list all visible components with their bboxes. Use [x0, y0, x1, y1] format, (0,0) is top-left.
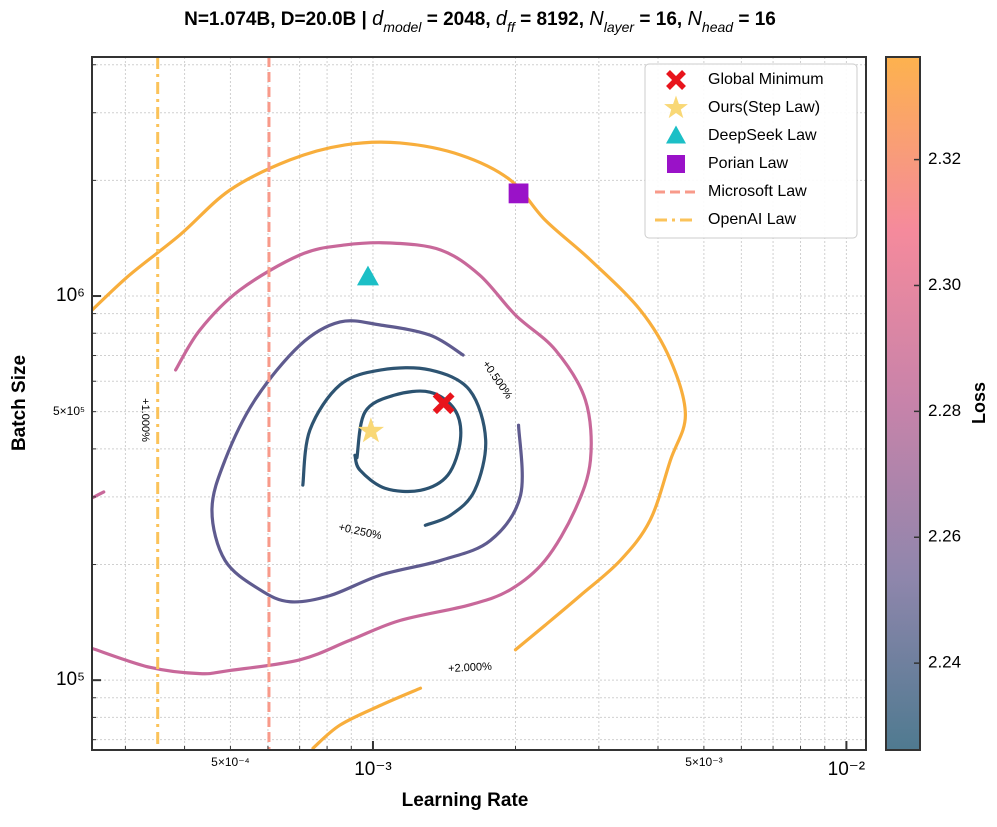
- plot-area: +1.000% +0.500% +0.250% +2.000%: [92, 57, 687, 750]
- title-part: d: [372, 8, 384, 30]
- marker-star: [664, 95, 688, 119]
- title-part: layer: [604, 19, 636, 35]
- contour-line: [92, 140, 687, 750]
- y-tick-label: 5×10⁵: [53, 404, 85, 418]
- legend-box: [644, 63, 858, 239]
- legend-label: Porian Law: [708, 155, 788, 172]
- colorbar-label: Loss: [969, 382, 989, 424]
- y-axis-label: Batch Size: [9, 355, 30, 451]
- legend: Global Minimum Ours(Step Law) DeepSeek Law…: [644, 63, 858, 239]
- marker-triangle: [666, 125, 686, 144]
- legend-label: OpenAI Law: [708, 211, 797, 228]
- x-tick-label: 10⁻²: [828, 759, 866, 780]
- contour-line: [210, 319, 524, 604]
- colorbar-tick-label: 2.32: [928, 149, 961, 168]
- x-tick-label: 5×10⁻³: [685, 755, 722, 769]
- title-part: N=1.074B, D=20.0B |: [184, 9, 372, 30]
- x-axis-label: Learning Rate: [402, 790, 529, 811]
- y-tick-label: 10⁶: [56, 285, 85, 306]
- colorbar: Loss 2.24 2.26 2.28 2.30 2.32: [885, 56, 989, 751]
- plot-frame: [91, 56, 867, 751]
- contour-line: [301, 366, 488, 527]
- marker-star: [357, 417, 384, 443]
- marker-stroke: [432, 392, 455, 415]
- title-part: = 8192,: [515, 9, 589, 30]
- title-part: N: [589, 8, 604, 30]
- legend-label: Microsoft Law: [708, 183, 807, 200]
- contour-label: +0.500%: [480, 359, 515, 402]
- contour-label: +0.250%: [337, 521, 382, 542]
- marker-square: [508, 183, 529, 204]
- title-part: = 2048,: [421, 9, 495, 30]
- title-part: head: [702, 19, 734, 35]
- contour-line: [92, 241, 593, 676]
- contour-label: +2.000%: [448, 661, 493, 675]
- title-part: ff: [507, 19, 517, 35]
- chart-title: N=1.074B, D=20.0B | dmodel = 2048, dff =…: [184, 8, 776, 34]
- title-part: model: [383, 19, 422, 35]
- title-part: d: [496, 8, 508, 30]
- axes: 5×10⁻⁴ 10⁻³ 5×10⁻³ 10⁻² 10⁵ 5×10⁵ 10⁶: [53, 64, 866, 780]
- x-tick-label: 10⁻³: [354, 759, 392, 780]
- title-part: N: [687, 8, 702, 30]
- x-tick-label: 5×10⁻⁴: [211, 755, 250, 769]
- y-tick-label: 10⁵: [56, 669, 85, 690]
- legend-label: DeepSeek Law: [708, 127, 817, 144]
- marker-stroke: [666, 70, 686, 90]
- marker-triangle: [356, 265, 379, 286]
- colorbar-tick-label: 2.30: [928, 275, 961, 294]
- marker-x: [666, 70, 686, 90]
- title-part: = 16,: [634, 9, 687, 30]
- marker-square: [667, 155, 685, 173]
- colorbar-tick-label: 2.26: [928, 527, 961, 546]
- legend-label: Global Minimum: [708, 71, 824, 88]
- contour-label: +1.000%: [139, 398, 151, 442]
- title-part: = 16: [733, 9, 776, 30]
- colorbar-tick-label: 2.24: [928, 653, 961, 672]
- contour-line: [353, 389, 463, 494]
- colorbar-scale: [885, 56, 921, 751]
- colorbar-tick-label: 2.28: [928, 401, 961, 420]
- marker-x: [432, 392, 455, 415]
- legend-label: Ours(Step Law): [708, 99, 820, 116]
